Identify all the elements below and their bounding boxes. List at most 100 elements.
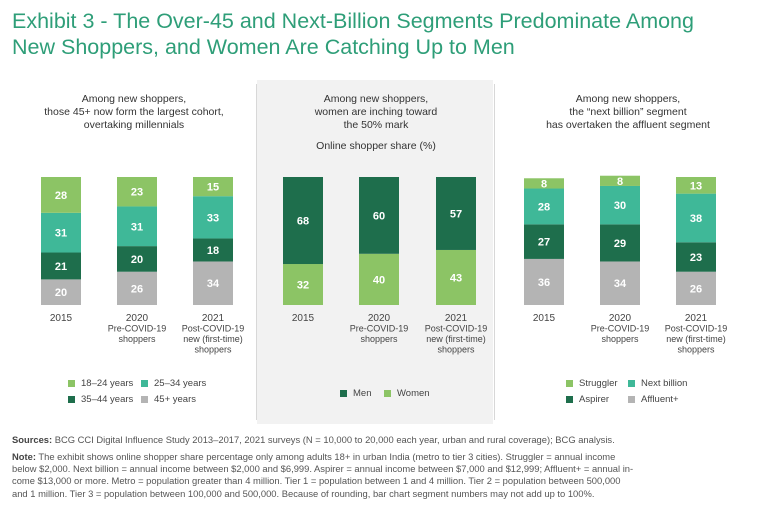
panel-3-heading-line-1: Among new shoppers, [575,93,681,105]
panel-1-heading-line-3: overtaking millennials [83,119,185,131]
bar-label-1-1-2: 31 [55,228,67,240]
panel-2-heading: Among new shoppers, women are inching to… [258,93,494,153]
bar-label-2-3-1: 57 [450,208,462,220]
panel-3-heading-line-2: the “next billion” segment [569,106,687,118]
sources-label: Sources: [12,434,53,445]
bar-label-3-3-3: 13 [690,180,702,192]
bar-label-1-2-3: 23 [131,187,143,199]
category-label-1-3-0: 2021 [202,313,225,324]
bar-label-1-3-1: 18 [207,245,219,257]
legend-label-45plus: 45+ years [154,394,196,405]
category-label-1-2-2: shoppers [118,334,156,344]
category-label-3-3-3: shoppers [677,345,715,355]
bar-label-3-1-2: 28 [538,201,550,213]
legend-label-25-34: 25–34 years [154,378,207,389]
bar-3-3-next-billion [676,193,716,243]
category-label-1-3-3: shoppers [194,345,232,355]
legend-item-women: Women [384,388,430,399]
legend-item-men: Men [340,388,371,399]
bar-label-3-3-0: 26 [690,283,702,295]
category-label-1-3-1: Post-COVID-19 [182,324,245,334]
bar-1-1-35-44-years [41,252,81,280]
bar-label-3-1-0: 36 [538,277,550,289]
legend-swatch-struggler [566,380,573,387]
bar-3-3-affluent- [676,271,716,305]
category-label-2-2-2: shoppers [360,334,398,344]
note-line-1: Note: The exhibit shows online shopper s… [12,451,756,463]
bar-label-2-2-1: 60 [373,210,385,222]
legend-swatch-aspirer [566,396,573,403]
exhibit-title: Exhibit 3 - The Over-45 and Next-Billion… [12,8,762,60]
bar-3-2-next-billion [600,185,640,225]
title-line-2: New Shoppers, and Women Are Catching Up … [12,35,515,59]
bar-label-3-2-1: 29 [614,238,626,250]
note-line-3: come $13,000 or more. Metro = population… [12,475,621,487]
legend-label-18-24: 18–24 years [81,378,134,389]
category-label-2-1-0: 2015 [292,313,315,324]
legend-item-35-44: 35–44 years [68,394,133,405]
bar-3-1-aspirer [524,224,564,259]
legend-item-next-billion: Next billion [628,378,687,389]
bar-label-3-2-2: 30 [614,200,626,212]
bar-label-1-3-0: 34 [207,278,220,290]
legend-item-affluent: Affluent+ [628,394,679,405]
title-line-1: Exhibit 3 - The Over-45 and Next-Billion… [12,9,694,33]
legend-swatch-25-34 [141,380,148,387]
legend-swatch-affluent [628,396,635,403]
note-line-2: below $2,000. Next billion = annual inco… [12,463,634,475]
bar-2-1-women [283,264,323,305]
bar-2-2-women [359,253,399,305]
bar-2-3-women [436,249,476,305]
panel-divider-left [256,84,257,420]
bar-label-3-3-2: 38 [690,213,702,225]
panel-2-heading-line-3: the 50% mark [343,119,409,131]
panel-2-subtitle: Online shopper share (%) [316,140,436,152]
legend-swatch-women [384,390,391,397]
bar-label-1-2-1: 20 [131,254,143,266]
panel-3-heading-line-3: has overtaken the affluent segment [546,119,710,131]
bar-label-2-1-1: 68 [297,216,309,228]
category-label-3-3-2: new (first-time) [666,334,726,344]
category-label-3-3-1: Post-COVID-19 [665,324,728,334]
bar-3-1-affluent- [524,258,564,305]
panel-1-heading-line-2: those 45+ now form the largest cohort, [44,106,224,118]
legend-item-struggler: Struggler [566,378,618,389]
bar-2-2-men [359,177,399,254]
legend-item-25-34: 25–34 years [141,378,206,389]
category-label-1-1-0: 2015 [50,313,73,324]
panel-2-heading-line-1: Among new shoppers, [323,93,429,105]
bar-label-3-2-0: 34 [614,278,627,290]
category-label-3-3-0: 2021 [685,313,708,324]
bar-1-2-18-24-years [117,177,157,207]
legend-label-affluent: Affluent+ [641,394,679,405]
bar-1-3-18-24-years [193,177,233,197]
bar-1-1-25-34-years [41,212,81,253]
bar-2-1-men [283,177,323,265]
bar-3-2-affluent- [600,261,640,305]
bar-label-1-3-3: 15 [207,182,219,194]
note-text-1: The exhibit shows online shopper share p… [35,451,616,462]
bar-1-2-35-44-years [117,246,157,272]
bar-3-1-next-billion [524,188,564,225]
panel-1-heading: Among new shoppers, those 45+ now form t… [12,93,256,132]
sources-text: BCG CCI Digital Influence Study 2013–201… [52,434,615,445]
legend-swatch-45plus [141,396,148,403]
bar-3-3-aspirer [676,242,716,272]
bar-label-3-1-1: 27 [538,237,550,249]
footnote: Note: The exhibit shows online shopper s… [12,451,756,500]
legend-label-aspirer: Aspirer [579,394,610,405]
bar-1-1-45-years [41,279,81,305]
category-label-1-3-2: new (first-time) [183,334,243,344]
legend-label-next-billion: Next billion [641,378,688,389]
category-label-2-2-0: 2020 [368,313,391,324]
bar-2-3-men [436,177,476,250]
bar-label-2-2-0: 40 [373,274,385,286]
bar-label-2-3-0: 43 [450,272,462,284]
bar-1-2-45-years [117,271,157,305]
category-label-3-2-0: 2020 [609,313,632,324]
category-label-1-2-1: Pre-COVID-19 [108,324,167,334]
legend-swatch-men [340,390,347,397]
legend-label-35-44: 35–44 years [81,394,134,405]
panel-3-heading: Among new shoppers, the “next billion” s… [496,93,760,132]
